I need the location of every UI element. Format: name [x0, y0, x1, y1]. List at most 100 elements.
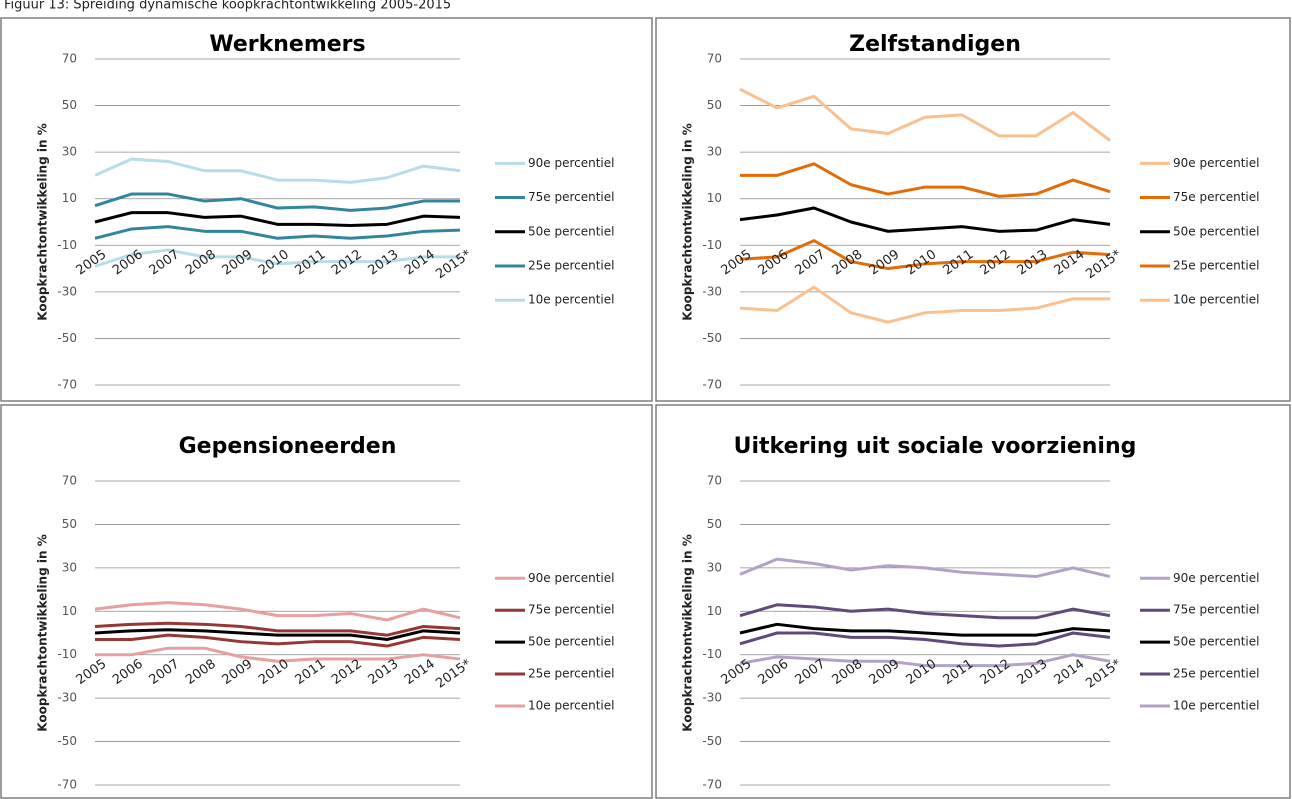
chart-title: Gepensioneerden — [179, 434, 397, 459]
series-line — [94, 157, 461, 184]
y-axis-label: Koopkrachtontwikkeling in % — [36, 534, 50, 731]
x-tick-label: 2014 — [1052, 657, 1088, 688]
series-line — [94, 192, 460, 212]
y-tick-label: -50 — [57, 734, 77, 748]
x-tick-label: 2007 — [147, 657, 183, 688]
legend-label: 25e percentiel — [1173, 259, 1259, 273]
legend-label: 75e percentiel — [528, 603, 614, 617]
x-tick-label: 2009 — [220, 247, 256, 278]
legend-label: 50e percentiel — [1173, 224, 1259, 238]
series-line — [739, 557, 1111, 579]
y-tick-label: -30 — [57, 691, 77, 705]
y-tick-label: 50 — [707, 98, 722, 112]
series-line — [94, 628, 461, 642]
x-tick-label: 2013 — [366, 657, 402, 688]
y-tick-label: 50 — [62, 98, 77, 112]
x-tick-label: 2006 — [110, 657, 146, 688]
x-tick-label: 2012 — [978, 657, 1014, 688]
series-line — [94, 211, 461, 227]
legend-label: 25e percentiel — [1173, 667, 1259, 681]
series-line — [740, 162, 1111, 198]
y-tick-label: -10 — [702, 238, 722, 252]
x-tick-label: 2006 — [756, 657, 792, 688]
series-line — [739, 622, 1111, 637]
panel-border — [655, 404, 1291, 799]
y-tick-label: -50 — [702, 734, 722, 748]
series-line — [94, 248, 460, 268]
y-tick-label: 70 — [707, 52, 722, 66]
y-tick-label: -50 — [702, 331, 722, 345]
x-tick-label: 2006 — [756, 247, 792, 278]
legend-label: 50e percentiel — [1173, 635, 1259, 649]
y-tick-label: -70 — [702, 378, 722, 392]
x-tick-label: 2012 — [978, 247, 1014, 278]
legend-label: 10e percentiel — [528, 698, 614, 712]
y-axis-label: Koopkrachtontwikkeling in % — [681, 534, 695, 731]
x-tick-label: 2015* — [433, 247, 474, 282]
series-line — [94, 621, 461, 637]
y-tick-label: 10 — [707, 191, 722, 205]
legend-label: 75e percentiel — [528, 190, 614, 204]
legend-label: 10e percentiel — [1173, 698, 1259, 712]
x-tick-label: 2011 — [293, 247, 329, 278]
y-tick-label: -30 — [57, 284, 77, 298]
y-tick-label: -70 — [57, 378, 77, 392]
y-tick-label: -10 — [57, 647, 77, 661]
y-tick-label: 70 — [62, 474, 77, 488]
y-tick-label: -30 — [702, 284, 722, 298]
y-axis-label: Koopkrachtontwikkeling in % — [681, 123, 695, 320]
x-tick-label: 2006 — [110, 247, 146, 278]
x-tick-label: 2010 — [904, 247, 940, 278]
x-tick-label: 2010 — [256, 247, 292, 278]
y-tick-label: 30 — [62, 560, 77, 574]
legend-label: 90e percentiel — [1173, 571, 1259, 585]
x-tick-label: 2011 — [941, 657, 977, 688]
legend-label: 25e percentiel — [528, 667, 614, 681]
series-line — [739, 631, 1111, 648]
legend-label: 25e percentiel — [528, 259, 614, 273]
x-tick-label: 2009 — [867, 247, 903, 278]
y-tick-label: -10 — [57, 238, 77, 252]
y-tick-label: -50 — [57, 331, 77, 345]
legend-label: 90e percentiel — [528, 156, 614, 170]
chart-title: Zelfstandigen — [849, 32, 1021, 57]
series-line — [739, 239, 1111, 271]
chart-title: Werknemers — [209, 32, 365, 57]
series-line — [739, 603, 1111, 620]
x-tick-label: 2005 — [719, 657, 755, 688]
x-tick-label: 2013 — [366, 247, 402, 278]
series-line — [739, 87, 1111, 142]
y-tick-label: -70 — [57, 778, 77, 792]
legend-label: 75e percentiel — [1173, 190, 1259, 204]
x-tick-label: 2012 — [329, 657, 365, 688]
y-tick-label: 30 — [62, 145, 77, 159]
legend-label: 50e percentiel — [528, 635, 614, 649]
panel-border — [0, 404, 653, 799]
x-tick-label: 2007 — [793, 657, 829, 688]
panel-border — [655, 17, 1291, 402]
x-tick-label: 2007 — [793, 247, 829, 278]
series-line — [95, 633, 461, 648]
legend-label: 90e percentiel — [1173, 156, 1259, 170]
y-tick-label: 50 — [707, 517, 722, 531]
legend-label: 75e percentiel — [1173, 603, 1259, 617]
y-tick-label: 10 — [62, 191, 77, 205]
legend-label: 90e percentiel — [528, 571, 614, 585]
y-tick-label: 70 — [707, 474, 722, 488]
x-tick-label: 2012 — [329, 247, 365, 278]
x-tick-label: 2014 — [402, 657, 438, 688]
series-line — [94, 601, 461, 622]
chart-title: Uitkering uit sociale voorziening — [734, 434, 1137, 459]
series-line — [739, 206, 1111, 233]
series-line — [95, 646, 461, 663]
x-tick-label: 2009 — [220, 657, 256, 688]
x-tick-label: 2008 — [183, 247, 219, 278]
legend-label: 10e percentiel — [1173, 293, 1259, 307]
x-tick-label: 2005 — [74, 247, 110, 278]
x-tick-label: 2013 — [1015, 247, 1051, 278]
series-line — [739, 285, 1110, 324]
x-tick-label: 2014 — [402, 247, 438, 278]
y-tick-label: -10 — [702, 647, 722, 661]
x-tick-label: 2015* — [433, 656, 474, 691]
